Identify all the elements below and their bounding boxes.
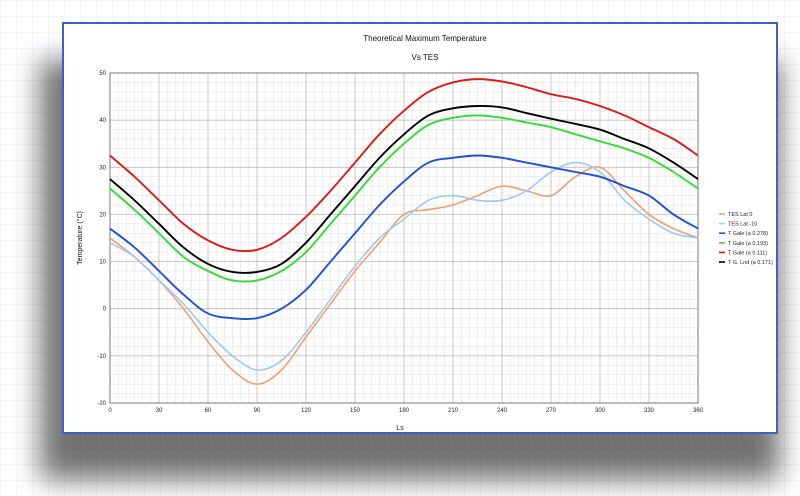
x-tick-label: 330: [644, 408, 655, 414]
x-axis-label: Ls: [396, 425, 404, 432]
x-tick-label: 240: [497, 408, 508, 414]
y-axis-label: Temperature (°C): [76, 211, 84, 265]
x-tick-label: 270: [546, 408, 557, 414]
x-tick-label: 90: [254, 408, 261, 414]
x-tick-label: 30: [156, 408, 163, 414]
y-tick-labels: -20 -10 0 10 20 30 40 50: [97, 71, 106, 407]
x-tick-label: 150: [350, 408, 361, 414]
x-tick-label: 210: [448, 408, 459, 414]
legend-entry: T Gale (a 0.278): [728, 231, 768, 237]
chart-subtitle: Vs TES: [412, 53, 439, 62]
grid: [109, 72, 699, 404]
y-tick-label: 10: [99, 260, 106, 266]
series-lines: [109, 78, 699, 385]
y-tick-label: -10: [97, 354, 106, 360]
x-tick-label: 180: [399, 408, 410, 414]
legend-entry: TES Lat -10: [728, 222, 757, 228]
series-line-1: [109, 166, 699, 385]
y-tick-label: 20: [99, 212, 106, 218]
series-line-2: [109, 161, 699, 371]
x-tick-label: 60: [205, 408, 212, 414]
legend-entry: T Gale (a 0.111): [728, 250, 767, 256]
series-line-3: [109, 154, 699, 320]
chart-title: Theoretical Maximum Temperature: [363, 34, 487, 43]
y-tick-label: 40: [99, 118, 106, 124]
x-tick-label: 0: [108, 408, 112, 414]
series-line-4: [109, 114, 699, 283]
legend-entry: T Gale (a 0.193): [728, 241, 768, 247]
legend-entry: TES Lat 0: [728, 212, 752, 218]
x-tick-label: 120: [301, 408, 312, 414]
legend: TES Lat 0 TES Lat -10 T Gale (a 0.278) T Ga…: [719, 212, 773, 266]
x-tick-label: 300: [595, 408, 606, 414]
series-line-6: [109, 105, 699, 274]
y-tick-label: 0: [103, 307, 107, 313]
y-tick-label: 30: [99, 165, 106, 171]
x-tick-labels: 0 30 60 90 120 150 180 210 240 270 300 330 360: [108, 408, 703, 414]
y-tick-label: -20: [97, 401, 106, 407]
x-tick-label: 360: [693, 408, 704, 414]
series-line-5: [109, 78, 699, 253]
legend-entry: T G. Lnd (a 0.171): [728, 260, 773, 266]
y-tick-label: 50: [99, 71, 106, 77]
